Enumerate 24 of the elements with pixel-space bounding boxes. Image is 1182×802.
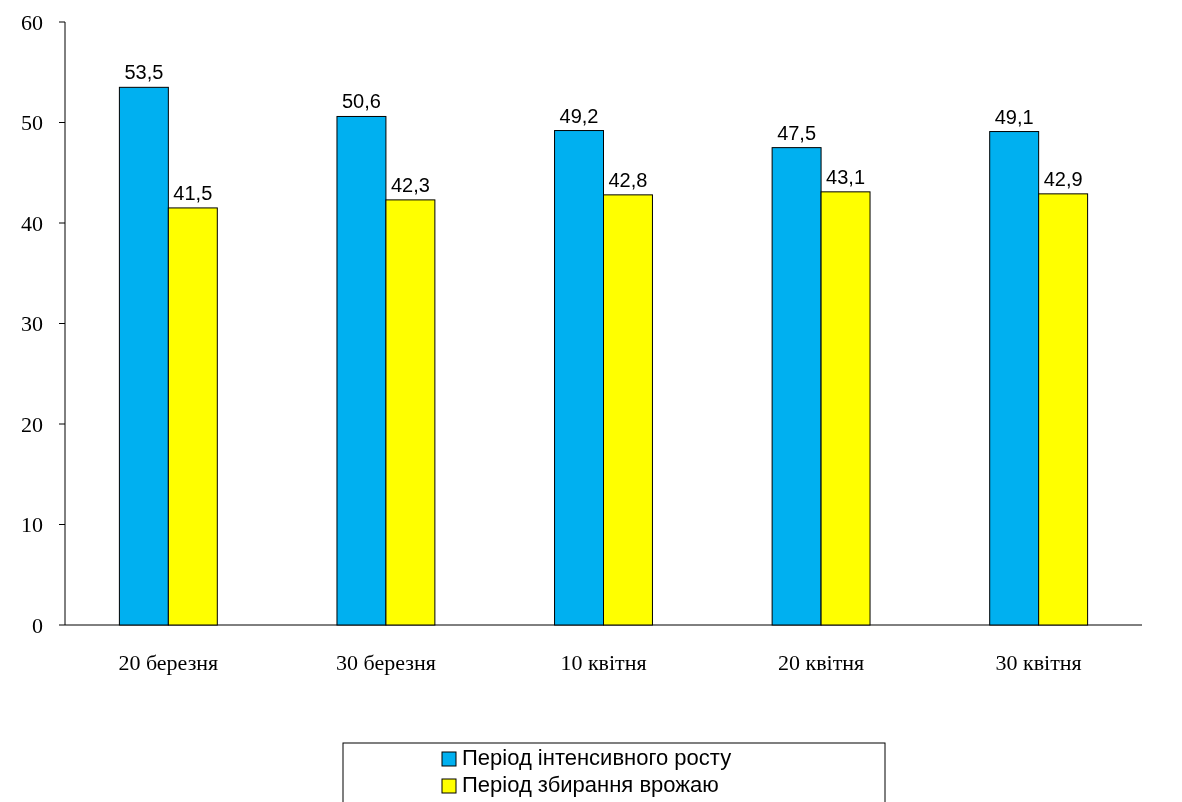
data-label: 42,9 xyxy=(1043,167,1083,190)
y-tick-label: 40 xyxy=(21,210,43,236)
legend-label: Період збирання врожаю xyxy=(462,772,719,797)
data-label: 43,1 xyxy=(826,165,866,188)
x-tick-label: 20 квітня xyxy=(777,650,865,675)
data-label: 53,5 xyxy=(124,61,164,84)
x-tick-label: 30 березня xyxy=(336,650,436,675)
y-tick-label: 30 xyxy=(21,311,43,337)
data-label: 49,1 xyxy=(994,105,1034,128)
data-label: 49,2 xyxy=(559,104,599,127)
y-tick-label: 50 xyxy=(21,110,43,136)
y-tick-label: 60 xyxy=(21,9,43,35)
data-label: 42,3 xyxy=(390,173,430,196)
y-tick-label: 10 xyxy=(21,512,43,538)
x-tick-label: 30 квітня xyxy=(995,650,1082,675)
data-label: 50,6 xyxy=(341,90,381,113)
legend-label: Період інтенсивного росту xyxy=(462,745,732,770)
x-tick-label: 10 квітня xyxy=(560,650,647,675)
data-label: 41,5 xyxy=(173,181,213,204)
y-tick-label: 0 xyxy=(32,612,43,638)
y-tick-label: 20 xyxy=(21,411,43,437)
x-tick-label: 20 березня xyxy=(118,650,219,675)
data-label: 47,5 xyxy=(777,121,817,144)
data-label: 42,8 xyxy=(608,168,648,191)
